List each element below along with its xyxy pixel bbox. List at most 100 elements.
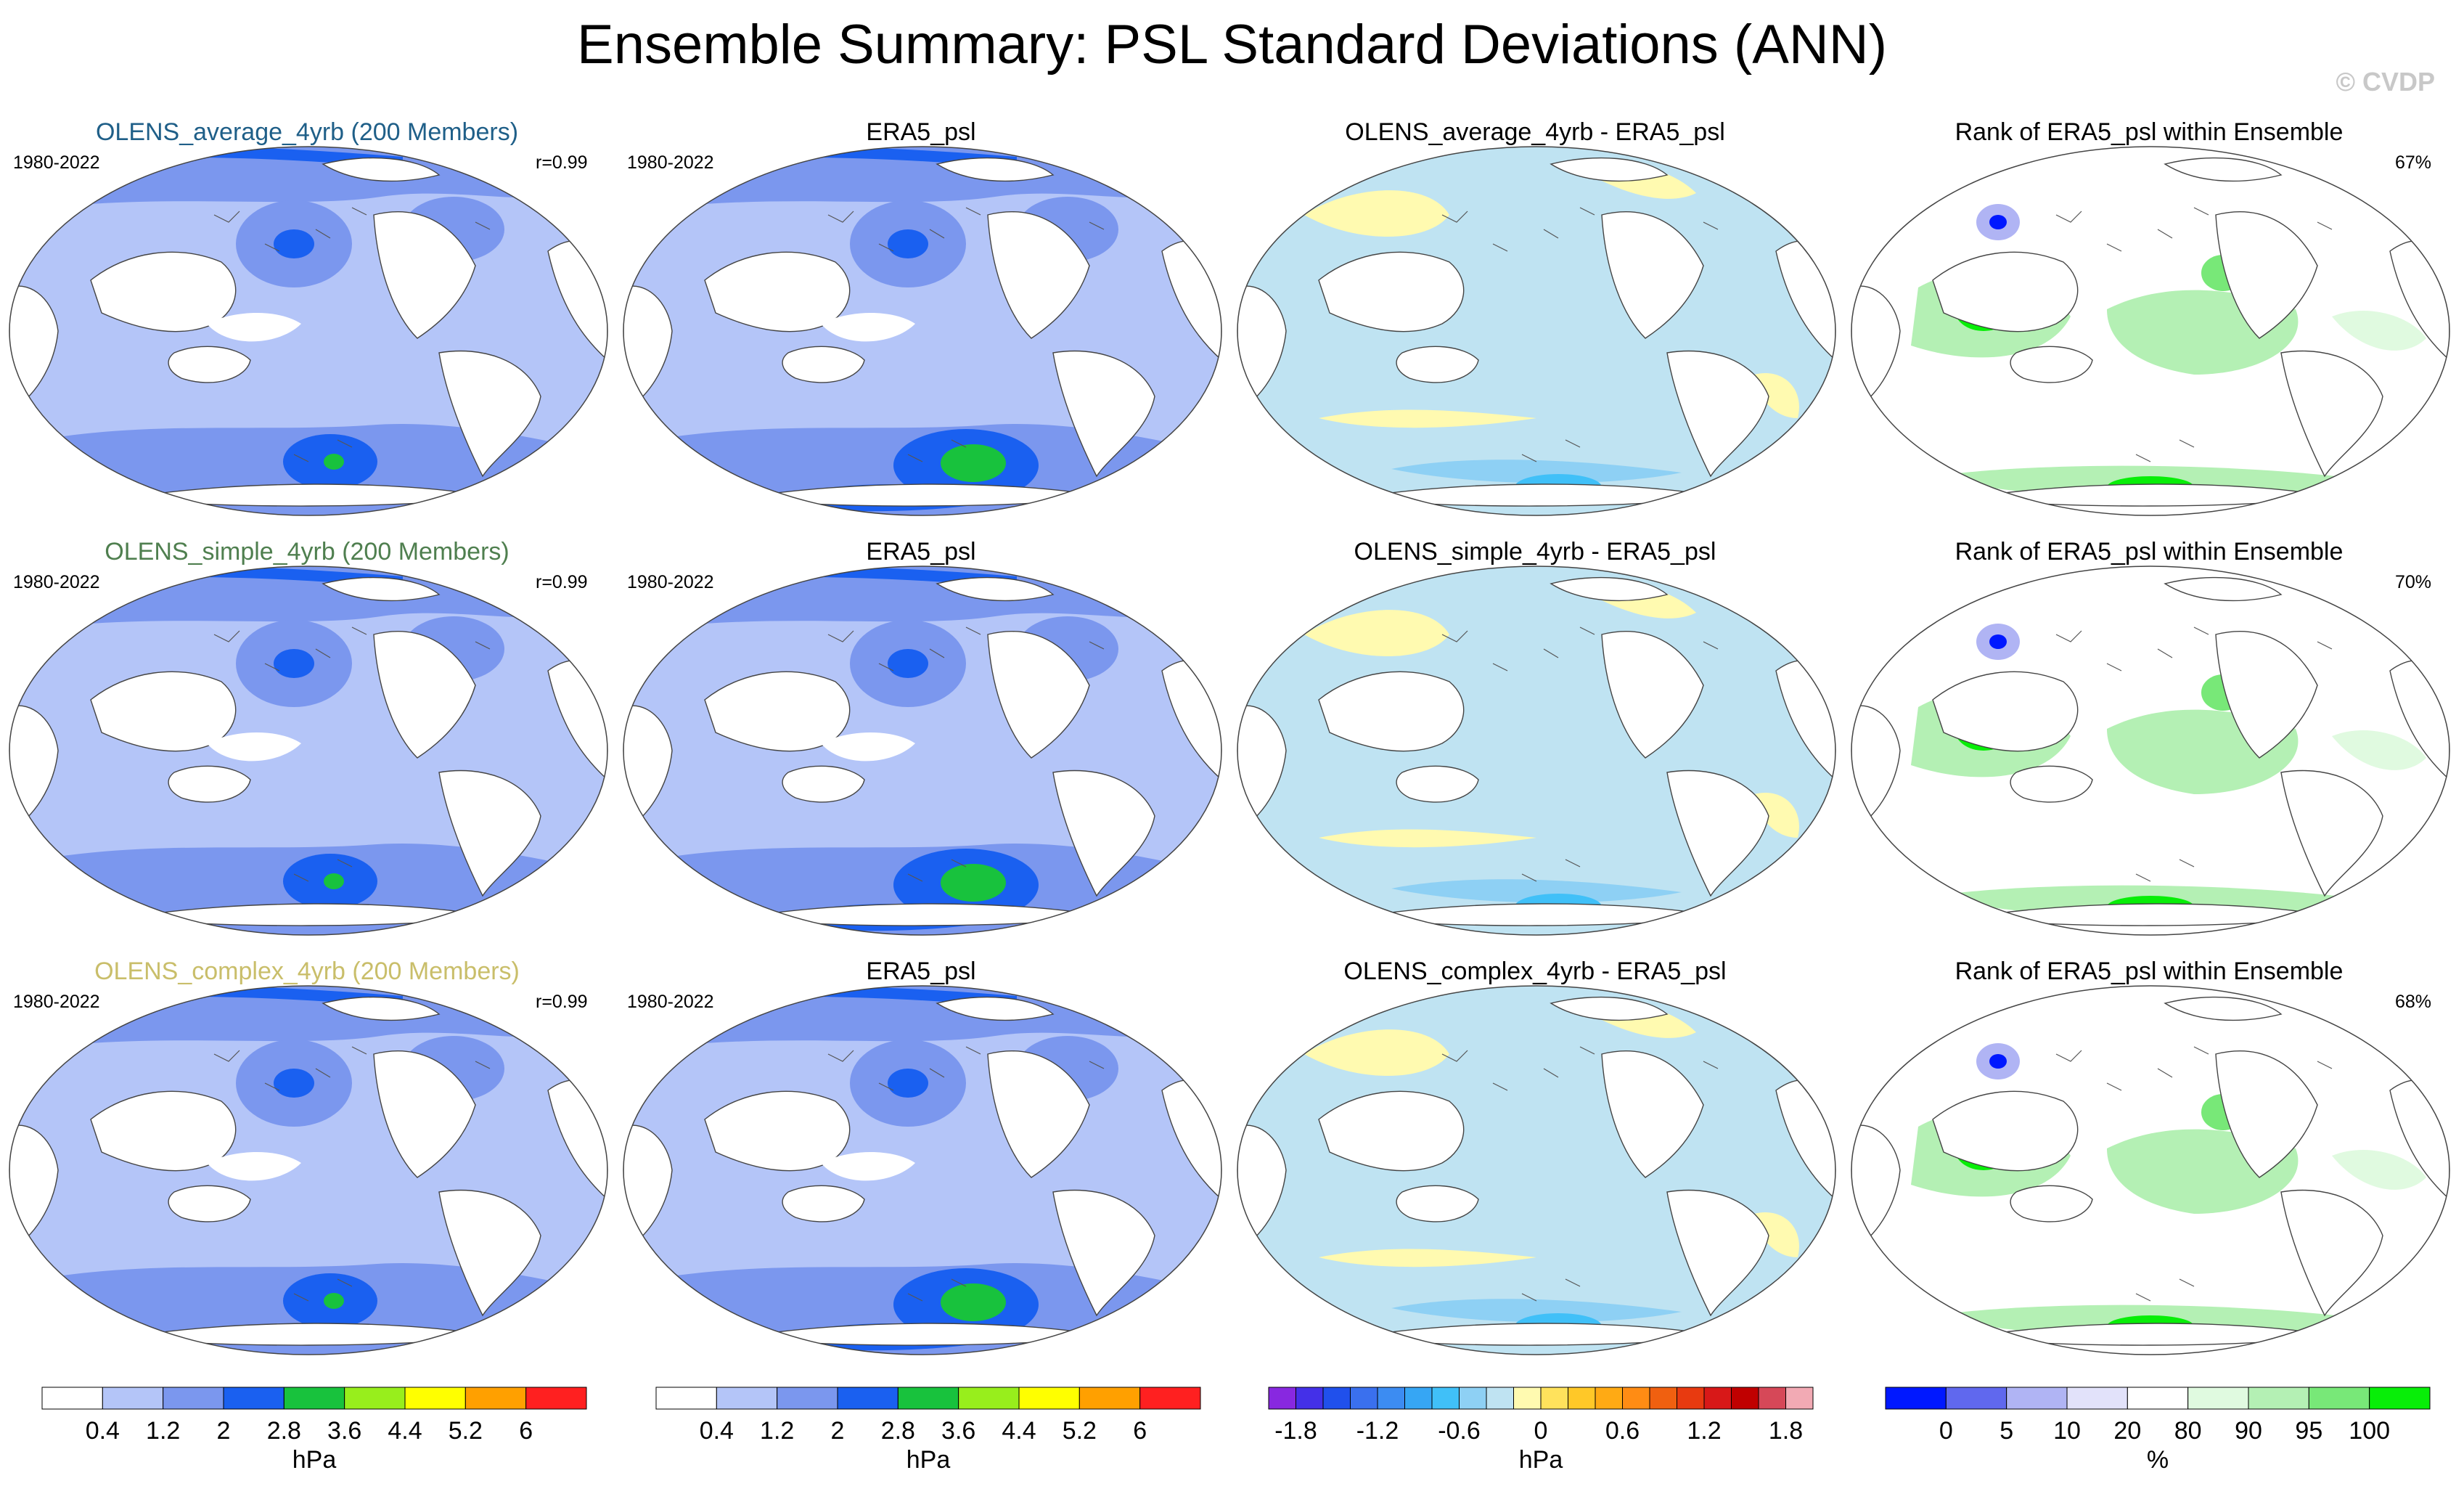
colorbar-stddev-obs-swatch [655, 1387, 717, 1410]
panel-r3c3-landmass [1666, 1189, 1769, 1317]
panel-r1c1-landmass [438, 350, 541, 478]
panel-r1c3-asia-positive [1304, 190, 1449, 237]
panel-r3c4-europe-low-rank [2404, 1042, 2434, 1066]
panel-r1c3-map [1237, 147, 1835, 515]
panel-r2c3-southern-negative [1391, 879, 1682, 903]
colorbar-stddev-obs-swatch [777, 1387, 838, 1410]
colorbar-stddev-obs-swatch [897, 1387, 959, 1410]
panel-r3c3-atlantic-positive [1754, 1212, 1799, 1257]
panel-r1c4-landmass [2164, 157, 2283, 182]
colorbar-rank-swatch [1945, 1387, 2007, 1410]
panel-r3c1-landmass [168, 1185, 251, 1222]
row2-obs-title: ERA5_psl [866, 538, 976, 566]
colorbar-stddev-ensemble-swatch [525, 1387, 587, 1410]
panel-r2c3-landmass [1601, 631, 1704, 759]
colorbar-stddev-obs-units: hPa [906, 1446, 951, 1474]
row1-difference-title: OLENS_average_4yrb - ERA5_psl [1345, 118, 1725, 146]
row3-rank-title: Rank of ERA5_psl within Ensemble [1955, 958, 2344, 985]
colorbar-difference-swatch [1486, 1387, 1514, 1410]
colorbar-stddev-ensemble-swatch [41, 1387, 103, 1410]
panel-r1c1-aleutian-max [274, 229, 314, 258]
panel-r1c1-tropical-min [207, 313, 301, 342]
colorbar-difference-swatch [1296, 1387, 1324, 1410]
panel-r1c4-europe-low-rank [2404, 203, 2434, 226]
colorbar-stddev-obs-tick-label: 3.6 [941, 1417, 975, 1445]
colorbar-stddev-ensemble-swatch [464, 1387, 527, 1410]
colorbar-difference-swatch [1703, 1387, 1732, 1410]
row1-ensemble-title: OLENS_average_4yrb (200 Members) [95, 118, 519, 146]
panel-r2c4-map [1851, 566, 2449, 935]
panel-r3c3-southern-negative [1391, 1299, 1682, 1323]
row1-rank-percent: 67% [2395, 152, 2432, 173]
panel-r1c4-coastline-detail [2055, 207, 2333, 462]
panel-r3c2-aleutian-max [888, 1069, 928, 1098]
colorbar-stddev-ensemble-swatch [283, 1387, 345, 1410]
panel-r2c2-landmass [936, 576, 1055, 602]
panel-r1c1-amundsen-peak [324, 454, 344, 470]
colorbar-rank-swatch [2187, 1387, 2249, 1410]
colorbar-difference-swatch [1350, 1387, 1378, 1410]
panel-r1c3-southern-positive [1319, 409, 1536, 428]
row1-obs-title: ERA5_psl [866, 118, 976, 146]
colorbar-rank-tick-label: 20 [2113, 1417, 2141, 1445]
panel-r2c1-landmass [373, 631, 476, 759]
colorbar-stddev-obs-tick-label: 4.4 [1002, 1417, 1036, 1445]
panel-r3c1-landmass [438, 1189, 541, 1317]
panel-r3c2-tropical-min [821, 1152, 915, 1181]
colorbar-stddev-ensemble-tick-label: 0.4 [86, 1417, 120, 1445]
colorbar-stddev-ensemble-tick-label: 3.6 [327, 1417, 361, 1445]
panel-r2c2 [623, 566, 1222, 936]
colorbar-difference-swatch [1677, 1387, 1705, 1410]
panel-r2c3-landmass [1318, 671, 1465, 752]
colorbar-stddev-ensemble-swatch [404, 1387, 466, 1410]
panel-r3c2-landmass [782, 1185, 865, 1222]
colorbar-rank: 0 5 10 20 80 90 95 100% [1885, 1387, 2431, 1474]
row3-pattern-correlation: r=0.99 [536, 992, 588, 1012]
panel-r2c2-map [623, 566, 1221, 935]
figure-title: Ensemble Summary: PSL Standard Deviation… [577, 14, 1887, 75]
panel-r2c4-europe-low-rank [2404, 623, 2434, 646]
colorbar-rank-tick-label: 100 [2349, 1417, 2390, 1445]
colorbar-difference-tick-label: -0.6 [1438, 1417, 1481, 1445]
colorbar-difference-swatch [1268, 1387, 1296, 1410]
colorbar-rank-swatch [2308, 1387, 2370, 1410]
panel-r2c2-tropical-min [821, 732, 915, 762]
colorbar-difference-swatch [1404, 1387, 1433, 1410]
colorbar-stddev-obs-swatch [1139, 1387, 1201, 1410]
colorbar-difference-swatch [1785, 1387, 1814, 1410]
panel-r1c2-tropical-min [821, 313, 915, 342]
row1-rank-title: Rank of ERA5_psl within Ensemble [1955, 118, 2344, 146]
colorbar-difference-tick-label: 1.8 [1769, 1417, 1803, 1445]
copyright-label: © CVDP [2336, 67, 2435, 97]
panel-r2c2-landmass [782, 765, 865, 803]
panel-r2c4-landmass [2164, 576, 2283, 602]
colorbar-rank-swatch [2248, 1387, 2309, 1410]
panel-r2c1 [9, 566, 608, 936]
panel-r1c2-coastline-detail [827, 207, 1105, 462]
colorbar-difference-swatch [1377, 1387, 1405, 1410]
panel-r3c2 [623, 985, 1222, 1355]
panel-r2c3-asia-positive [1304, 610, 1449, 656]
panel-r1c1-coastline-detail [213, 207, 491, 462]
colorbar-difference: -1.8 -1.2 -0.6 0 0.6 1.2 1.8 hPa [1268, 1387, 1814, 1474]
colorbar-rank-swatch [1885, 1387, 1947, 1410]
colorbar-difference-tick-label: 0 [1534, 1417, 1548, 1445]
colorbar-difference-tick-label: 1.2 [1687, 1417, 1721, 1445]
colorbar-stddev-obs-tick-label: 2 [831, 1417, 845, 1445]
panel-r3c1-aleutian-max [274, 1069, 314, 1098]
panel-r1c1-landmass [168, 346, 251, 383]
colorbar-difference-swatch [1568, 1387, 1596, 1410]
panel-r2c2-landmass [987, 631, 1090, 759]
colorbar-rank-tick-label: 80 [2174, 1417, 2202, 1445]
panel-r1c1-landmass [90, 251, 237, 332]
panel-r3c4-atlantic-high-rank [2332, 1149, 2426, 1190]
colorbar-stddev-obs-swatch [837, 1387, 899, 1410]
panel-r2c1-landmass [168, 765, 251, 803]
colorbar-rank-swatch [2369, 1387, 2431, 1410]
panel-r3c4 [1851, 985, 2450, 1355]
colorbar-stddev-obs: 0.4 1.2 2 2.8 3.6 4.4 5.2 6 hPa [655, 1387, 1201, 1474]
colorbar-rank-tick-label: 5 [2000, 1417, 2013, 1445]
colorbar-stddev-ensemble-tick-label: 4.4 [388, 1417, 422, 1445]
panel-r2c2-globe-outline [623, 566, 1222, 936]
